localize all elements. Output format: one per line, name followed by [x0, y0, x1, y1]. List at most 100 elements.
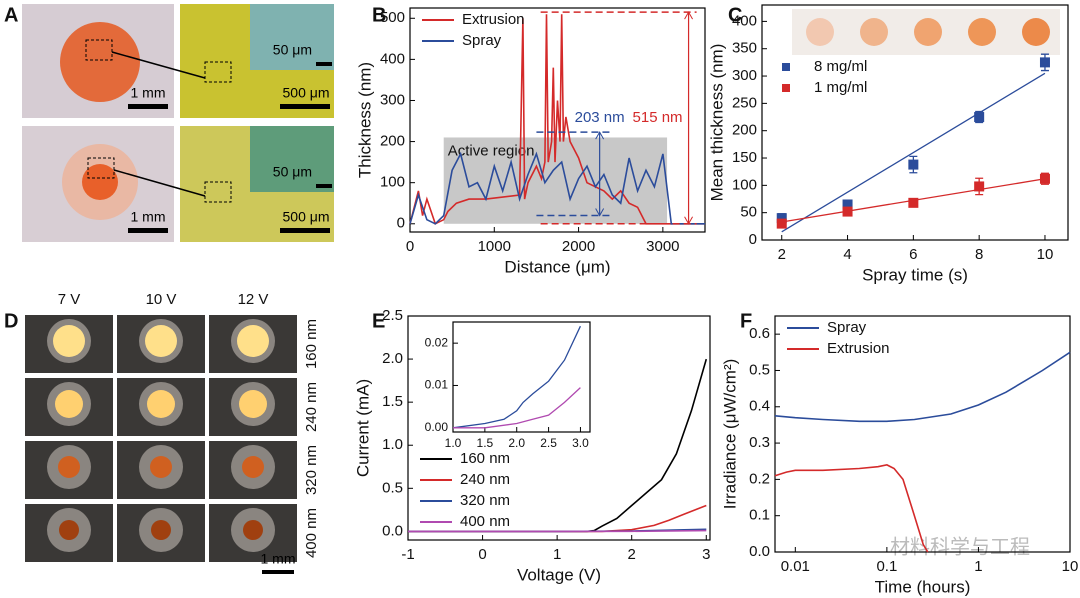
micrograph-inset	[250, 126, 334, 192]
y-axis-label: Irradiance (μW/cm²)	[720, 359, 739, 510]
scale-bar	[128, 104, 168, 109]
scale-bar	[280, 104, 330, 109]
scale-bar	[262, 570, 294, 574]
emission	[242, 456, 264, 478]
data-point	[908, 197, 919, 208]
x-tick-label: 4	[843, 246, 851, 263]
legend-label: 320 nm	[460, 492, 510, 509]
row-label: 400 nm	[303, 508, 320, 558]
y-axis-label: Thickness (nm)	[355, 62, 374, 178]
column-label: 10 V	[146, 291, 177, 308]
legend-label: 1 mg/ml	[814, 79, 867, 96]
scale-label: 50 μm	[273, 42, 312, 58]
legend-label: Extrusion	[827, 340, 890, 357]
scale-label: 1 mm	[131, 209, 166, 225]
legend-label: Spray	[462, 32, 502, 49]
y-tick-label: 2.0	[382, 350, 403, 367]
sample-photo	[860, 18, 888, 46]
legend-swatch	[782, 63, 790, 71]
scale-label: 50 μm	[273, 164, 312, 180]
column-label: 7 V	[58, 291, 81, 308]
panel-letter: F	[740, 310, 752, 332]
arrow-head	[684, 11, 694, 20]
annotation-label: 203 nm	[575, 109, 625, 126]
droplet	[60, 22, 140, 102]
row-label: 240 nm	[303, 382, 320, 432]
emission	[239, 390, 267, 418]
x-tick-label: 6	[909, 246, 917, 263]
data-point	[776, 218, 787, 229]
scale-bar	[280, 228, 330, 233]
emission	[243, 520, 263, 540]
scale-bar	[316, 62, 332, 66]
region-label: Active region	[448, 142, 535, 159]
zoom-box	[87, 157, 115, 179]
data-point	[842, 199, 853, 210]
x-tick-label: 2.0	[508, 436, 525, 450]
y-tick-label: 350	[732, 40, 757, 57]
panel-letter: C	[728, 4, 742, 26]
panel-letter: A	[4, 4, 18, 26]
y-tick-label: 0	[749, 231, 757, 248]
x-tick-label: 0	[406, 238, 414, 255]
panel-a: A 1 mm 50 μm 500 μm 1 mm 50 μm 500 μm	[4, 4, 334, 242]
emission	[58, 456, 80, 478]
x-tick-label: 2.5	[540, 436, 557, 450]
y-tick-label: 0.3	[749, 434, 770, 451]
x-tick-label: 0.1	[876, 558, 897, 575]
series-line	[774, 351, 1071, 423]
y-tick-label: 1.0	[382, 436, 403, 453]
sample-photo	[914, 18, 942, 46]
y-tick-label: 300	[380, 91, 405, 108]
scale-label: 500 μm	[283, 209, 330, 225]
y-tick-label: 100	[732, 176, 757, 193]
x-tick-label: 1000	[478, 238, 511, 255]
row-label: 320 nm	[303, 445, 320, 495]
y-tick-label: 400	[732, 12, 757, 29]
legend-label: 8 mg/ml	[814, 58, 867, 75]
inset-bg	[453, 322, 590, 432]
y-tick-label: 0	[397, 215, 405, 232]
emission	[145, 325, 177, 357]
emission	[147, 390, 175, 418]
series-line	[452, 325, 581, 429]
panel-d: D 7 V 10 V 12 V 160 nm 240 nm 320 nm 400 nm 1 m…	[4, 291, 320, 574]
legend-label: Spray	[827, 319, 867, 336]
y-tick-label: 400	[380, 50, 405, 67]
plot-frame	[774, 315, 1071, 553]
y-tick-label: 300	[732, 67, 757, 84]
emission	[151, 520, 171, 540]
series-line	[409, 151, 705, 225]
legend-swatch	[782, 84, 790, 92]
series-line	[453, 387, 581, 429]
emission	[150, 456, 172, 478]
emission	[55, 390, 83, 418]
sample-photo	[968, 18, 996, 46]
data-point	[974, 181, 985, 192]
x-axis-label: Voltage (V)	[517, 565, 601, 584]
x-tick-label: 1	[553, 546, 561, 563]
y-tick-label: 0.4	[749, 398, 770, 415]
x-axis-label: Time (hours)	[875, 577, 971, 596]
data-point	[908, 159, 919, 170]
zoom-box	[204, 61, 232, 83]
data-point	[1039, 57, 1050, 68]
series-line	[409, 14, 705, 225]
arrow-head	[684, 216, 694, 225]
scale-bar	[316, 184, 332, 188]
annotation-label: 515 nm	[633, 109, 683, 126]
emission	[237, 325, 269, 357]
x-tick-label: 3	[702, 546, 710, 563]
plot-frame	[407, 315, 711, 541]
watermark: 材料科学与工程	[890, 535, 1030, 559]
x-tick-label: 3000	[646, 238, 679, 255]
x-tick-label: 10	[1062, 558, 1079, 575]
x-tick-label: 2000	[562, 238, 595, 255]
y-tick-label: 200	[732, 122, 757, 139]
x-axis-label: Distance (μm)	[504, 257, 610, 276]
y-axis-label: Current (mA)	[353, 379, 372, 477]
x-axis-label: Spray time (s)	[862, 265, 968, 284]
y-tick-label: 150	[732, 149, 757, 166]
x-tick-label: 1.5	[477, 436, 494, 450]
